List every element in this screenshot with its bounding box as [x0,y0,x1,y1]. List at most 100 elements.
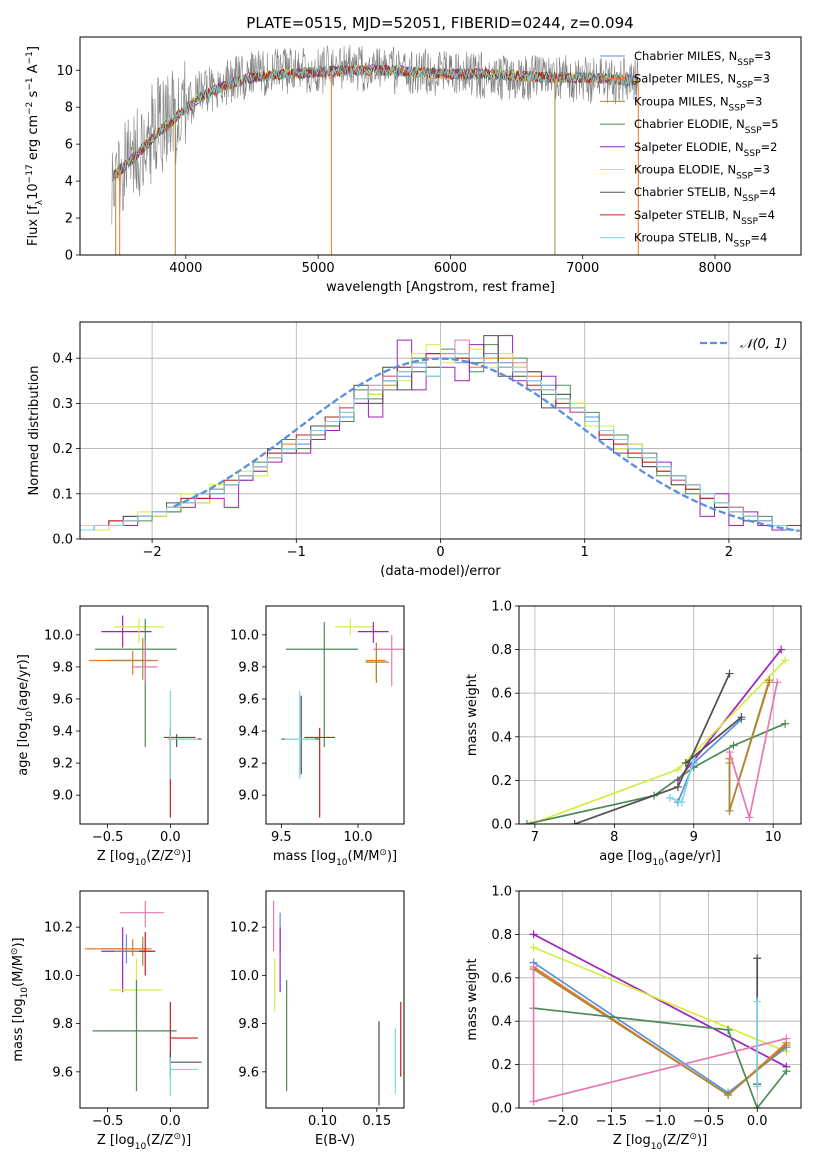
age-vs-weight-panel: 7 8 9 10 0.0 0.2 0.4 0.6 0.8 1.0 age [log10(age/yr… [465,600,802,868]
y-tick-label: 8 [65,101,73,116]
y-tick-label: 0.4 [491,730,512,745]
x-tick-label: 4000 [169,261,202,276]
y-tick-label: 9.6 [238,1065,259,1080]
y-tick-label: 9.8 [52,1017,73,1032]
y-tick-label: 9.4 [238,725,259,740]
x-axis-label: wavelength [Angstrom, rest frame] [326,280,555,295]
weight-marker [724,1025,733,1034]
weight-marker [681,758,690,767]
weight-marker [745,813,754,822]
weight-marker [665,793,674,802]
weight-marker [522,820,531,824]
y-tick-label: 10.0 [230,969,259,984]
x-tick-label: 0.0 [747,1114,768,1129]
x-axis-label: Z [log10(Z/Z⊙)] [613,1132,707,1152]
y-axis-label: mass weight [465,674,480,756]
ebv-vs-mass-plot [273,900,402,1106]
legend-label: Salpeter STELIB, NSSP=4 [634,208,775,227]
x-tick-label: 0 [436,545,444,560]
legend-label: Chabrier ELODIE, NSSP=5 [634,117,779,136]
x-tick-label: 0.0 [160,1114,181,1129]
weight-marker [753,997,762,1006]
spectrum-legend: Chabrier MILES, NSSP=3 Salpeter MILES, NS… [600,49,779,250]
axes-frame [518,890,802,1109]
y-tick-label: 0.0 [491,818,512,833]
z-vs-weight-panel: −2.0 −1.5 −1.0 −0.5 0.0 0.0 0.2 0.4 0.6 0.8 1.0 Z [… [465,885,802,1152]
legend-label: Chabrier STELIB, NSSP=4 [634,185,776,204]
x-tick-label: 8 [610,830,618,845]
z-vs-weight-plot [529,930,791,1108]
mass-vs-age-plot [281,618,404,818]
x-tick-label: 7000 [566,261,599,276]
weight-marker [529,1097,538,1106]
x-tick-label: 9 [690,830,698,845]
x-tick-label: −2.0 [547,1114,579,1129]
weight-marker [724,1090,733,1099]
y-axis-label: Flux [fλ10−17 erg cm−2 s−1 A−1] [25,46,45,246]
z-vs-age-panel: −0.5 0.0 9.0 9.2 9.4 9.6 9.8 10.0 Z [log10(Z/Z⊙)… [16,605,209,868]
mass-vs-age-panel: 9.5 10.0 9.0 9.2 9.4 9.6 9.8 10.0 mass [log10(M/… [230,605,405,868]
axes-frame [518,605,802,825]
weight-series-9 [685,716,742,764]
axes-frame [79,605,209,825]
weight-marker [782,1067,791,1076]
y-tick-label: 1.0 [491,885,512,900]
y-tick-label: 10.0 [230,628,259,643]
y-tick-label: 9.6 [238,692,259,707]
weight-marker [729,741,738,750]
x-tick-label: 1 [581,545,589,560]
axes-frame [79,321,802,540]
y-tick-label: 10.2 [44,921,73,936]
x-tick-label: 9.5 [271,830,292,845]
weight-series-5 [533,1007,788,1108]
weight-marker [677,798,686,807]
y-tick-label: 10 [56,64,73,79]
y-tick-label: 0.6 [491,971,512,986]
model-spectrum-8 [112,64,639,182]
x-tick-label: −2 [143,545,162,560]
axes-frame [79,36,802,256]
x-tick-label: 7 [531,830,539,845]
y-tick-label: 0.1 [52,487,73,502]
x-tick-label: −1.5 [596,1114,628,1129]
weight-marker [725,806,734,815]
y-axis-label: mass weight [465,958,480,1040]
weight-series-1 [530,659,786,824]
x-tick-label: 0.10 [308,1114,337,1129]
y-tick-label: 9.0 [238,789,259,804]
y-tick-label: 10.2 [230,921,259,936]
legend-label: Salpeter ELODIE, NSSP=2 [634,140,777,159]
y-tick-label: 0.8 [491,643,512,658]
x-axis-label: mass [log10(M/M⊙)] [273,848,397,868]
y-tick-label: 1.0 [491,600,512,615]
y-axis-label: mass [log10(M/M⊙)] [10,937,30,1061]
weight-marker [725,669,734,678]
weight-series-3 [574,673,731,824]
weight-marker [765,676,774,685]
ebv-vs-mass-panel: 0.10 0.15 9.6 9.8 10.0 10.2 E(B-V) [230,890,405,1148]
y-tick-label: 10.0 [44,969,73,984]
residuals-panel: −2 −1 0 1 2 0.0 0.1 0.2 0.3 0.4 (data-model)/error… [27,321,802,579]
model-spectrum-7 [112,64,639,182]
x-tick-label: 10 [765,830,782,845]
weight-marker [673,765,682,774]
x-tick-label: 10.0 [344,830,373,845]
y-tick-label: 9.0 [52,789,73,804]
weight-marker [529,930,538,939]
x-tick-label: −0.5 [693,1114,725,1129]
y-axis-label: Normed distribution [27,366,42,496]
x-tick-label: 2 [725,545,733,560]
x-tick-label: 5000 [302,261,335,276]
weight-marker [737,713,746,722]
y-tick-label: 9.6 [52,1065,73,1080]
y-tick-label: 0.3 [52,397,73,412]
x-tick-label: 6000 [434,261,467,276]
y-axis-label: age [log10(age/yr)] [16,654,35,776]
axes-frame [79,890,209,1109]
y-tick-label: 0 [65,249,73,264]
weight-marker [753,954,762,963]
x-tick-label: −0.5 [92,830,124,845]
y-tick-label: 9.2 [238,757,259,772]
y-tick-label: 0.6 [491,687,512,702]
y-tick-label: 9.2 [52,757,73,772]
